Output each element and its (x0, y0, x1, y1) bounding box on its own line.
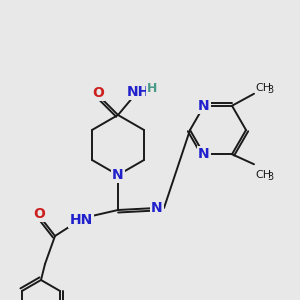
Text: N: N (198, 99, 210, 113)
Text: CH: CH (255, 170, 271, 180)
Text: HN: HN (69, 213, 93, 227)
Text: O: O (33, 207, 45, 221)
Text: H: H (147, 82, 157, 95)
Text: N: N (198, 147, 210, 161)
Text: 3: 3 (267, 85, 273, 95)
Text: CH: CH (255, 83, 271, 93)
Text: O: O (92, 86, 104, 100)
Text: N: N (151, 201, 163, 215)
Text: N: N (112, 168, 124, 182)
Text: NH: NH (126, 85, 150, 99)
Text: 3: 3 (267, 172, 273, 182)
